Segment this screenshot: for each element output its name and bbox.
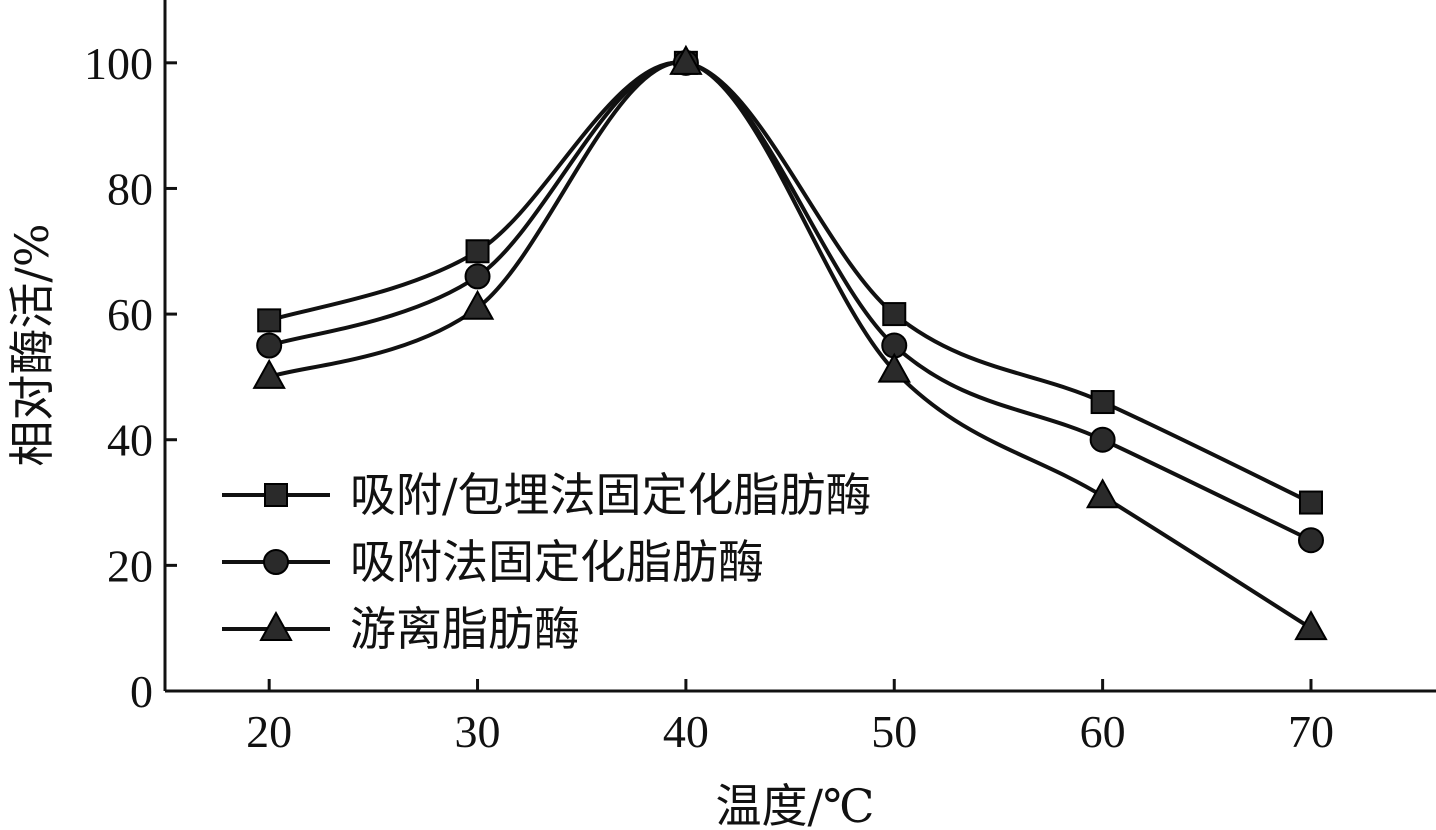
data-point-circle xyxy=(1089,426,1116,453)
series-markers xyxy=(252,44,1328,641)
data-point-circle xyxy=(256,332,283,359)
series-line-square xyxy=(268,60,1312,505)
x-axis-title: 温度/℃ xyxy=(716,779,875,830)
data-point-triangle xyxy=(1085,478,1120,509)
y-tick-label: 0 xyxy=(130,666,153,717)
axes xyxy=(163,0,1436,693)
x-tick-label: 50 xyxy=(871,706,917,757)
x-tick-label: 60 xyxy=(1080,706,1126,757)
legend-marker-triangle xyxy=(259,610,293,641)
data-point-triangle xyxy=(460,289,495,320)
y-tick-label: 40 xyxy=(107,415,153,466)
ticks: 20 30 40 50 60 70 0 20 40 60 80 100 xyxy=(84,38,1334,757)
data-point-circle xyxy=(464,263,491,290)
x-tick-label: 20 xyxy=(246,706,292,757)
x-tick-label: 70 xyxy=(1288,706,1334,757)
data-point-triangle xyxy=(877,352,911,383)
legend-label: 吸附法固定化脂肪酶 xyxy=(350,535,764,589)
legend-marker-square xyxy=(264,483,288,507)
x-tick-label: 30 xyxy=(455,706,501,757)
legend-label: 吸附/包埋法固定化脂肪酶 xyxy=(350,468,872,522)
data-point-triangle xyxy=(252,358,286,389)
y-tick-label: 60 xyxy=(107,289,153,340)
data-point-square xyxy=(1298,490,1323,515)
y-tick-label: 100 xyxy=(84,38,153,89)
data-point-square xyxy=(465,239,490,264)
legend-label: 游离脂肪酶 xyxy=(350,602,580,656)
data-point-triangle xyxy=(1294,610,1328,641)
legend-marker-circle xyxy=(263,549,289,575)
data-point-triangle xyxy=(669,44,703,75)
data-point-square xyxy=(882,302,907,327)
x-tick-label: 40 xyxy=(663,706,709,757)
y-tick-label: 20 xyxy=(107,540,153,591)
data-point-square xyxy=(1090,390,1115,415)
data-point-square xyxy=(257,308,282,333)
y-tick-label: 80 xyxy=(107,163,153,214)
y-axis-title: 相对酶活/% xyxy=(5,223,59,466)
data-point-circle xyxy=(1297,527,1324,554)
